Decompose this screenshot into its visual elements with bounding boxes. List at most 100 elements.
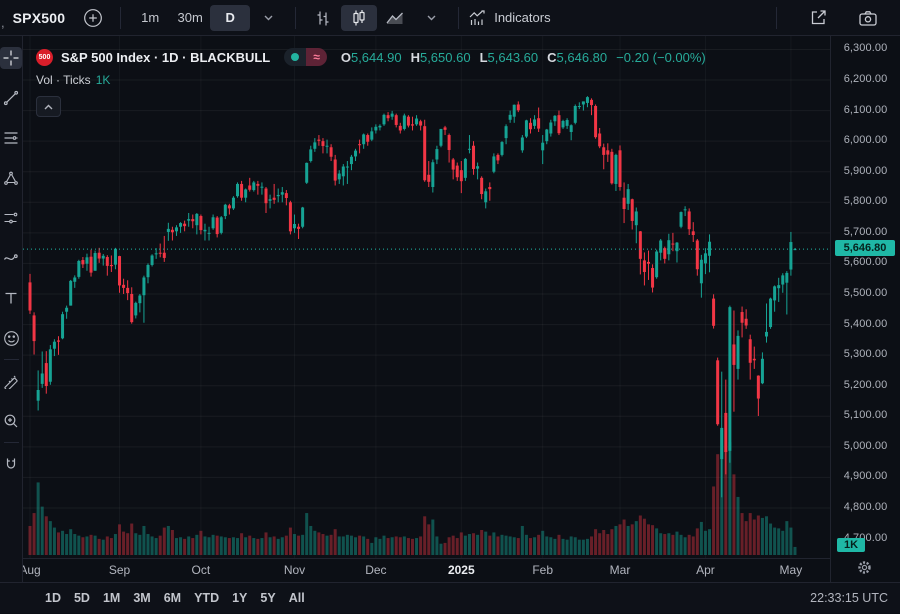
text-tool[interactable] xyxy=(0,287,22,309)
candles-style-button[interactable] xyxy=(341,4,378,31)
ruler-icon xyxy=(4,375,18,389)
sp500-logo: 500 xyxy=(36,48,53,66)
magnifier-plus-icon xyxy=(4,414,18,428)
magnet-tool[interactable] xyxy=(0,453,22,475)
emoji-tool[interactable] xyxy=(0,327,22,349)
forecast-icon xyxy=(4,212,18,224)
date-tick-label: Sep xyxy=(108,563,131,577)
date-tick-label: May xyxy=(779,563,803,577)
magnet-icon xyxy=(6,458,16,469)
crosshair-tool[interactable] xyxy=(0,47,22,69)
low-label: L xyxy=(479,49,488,65)
range-ytd-button[interactable]: YTD xyxy=(194,591,220,605)
chevron-down-icon xyxy=(264,15,273,20)
range-6m-button[interactable]: 6M xyxy=(163,591,182,605)
data-mode-toggle[interactable]: ≈ xyxy=(284,48,327,66)
zoom-in-tool[interactable] xyxy=(0,410,22,432)
range-3m-button[interactable]: 3M xyxy=(133,591,151,605)
price-tick-label: 5,800.00 xyxy=(843,195,888,208)
price-tick-label: 6,000.00 xyxy=(843,134,888,147)
top-toolbar: , SPX500 1m 30m D Indicators xyxy=(0,0,900,36)
chevron-up-icon xyxy=(44,104,53,109)
approx-data-icon: ≈ xyxy=(306,48,327,66)
candles-layer xyxy=(28,96,797,498)
volume-legend[interactable]: Vol · Ticks 1K xyxy=(36,73,706,87)
grid-layer xyxy=(23,36,830,558)
bottom-toolbar: 1D 5D 1M 3M 6M YTD 1Y 5Y All 22:33:15 UTC xyxy=(0,582,900,613)
date-tick-label: Feb xyxy=(532,563,554,577)
clipped-symbol-fragment: , xyxy=(1,15,5,30)
chart-area[interactable]: 500 S&P 500 Index · 1D · BLACKBULL ≈ O5,… xyxy=(23,36,830,582)
ruler-tool[interactable] xyxy=(0,370,22,392)
clock[interactable]: 22:33:15 UTC xyxy=(810,591,888,605)
date-axis[interactable]: Aug Sep Oct Nov Dec 2025 Feb Mar Apr May xyxy=(23,558,830,582)
price-tick-label: 5,300.00 xyxy=(843,348,888,361)
area-style-button[interactable] xyxy=(377,5,413,31)
volume-layer xyxy=(28,430,797,555)
close-label: C xyxy=(547,49,557,65)
area-chart-icon xyxy=(386,12,404,24)
low-value: 5,643.60 xyxy=(487,49,539,65)
trend-line-tool[interactable] xyxy=(0,87,22,109)
collapse-legend-button[interactable] xyxy=(36,96,61,117)
timeframe-menu-button[interactable] xyxy=(250,5,286,31)
main-area: 500 S&P 500 Index · 1D · BLACKBULL ≈ O5,… xyxy=(0,36,900,582)
fib-retracement-icon xyxy=(4,132,18,144)
price-axis[interactable]: 4,800.00 4,900.00 5,000.00 5,100.00 5,200.00… xyxy=(830,36,900,582)
high-value: 5,650.60 xyxy=(419,49,471,65)
range-1y-button[interactable]: 1Y xyxy=(232,591,248,605)
sidebar-divider xyxy=(3,359,19,360)
indicators-label: Indicators xyxy=(494,10,551,25)
pattern-tool[interactable] xyxy=(0,167,22,189)
toolbar-divider xyxy=(776,6,777,29)
range-1d-button[interactable]: 1D xyxy=(45,591,61,605)
price-tick-label: 4,800.00 xyxy=(843,500,888,513)
price-tick-label: 5,400.00 xyxy=(843,317,888,330)
candles-chart-icon xyxy=(353,9,365,25)
emoji-icon xyxy=(3,330,19,346)
range-5d-button[interactable]: 5D xyxy=(73,591,90,605)
price-tick-label: 4,900.00 xyxy=(843,470,888,483)
brush-tool[interactable] xyxy=(0,247,22,269)
forecast-tool[interactable] xyxy=(0,207,22,229)
open-value: 5,644.90 xyxy=(350,49,402,65)
price-tick-label: 5,700.00 xyxy=(843,225,888,238)
price-tick-label: 5,200.00 xyxy=(843,378,888,391)
date-tick-label: Dec xyxy=(365,563,387,577)
plus-circle-icon xyxy=(84,8,103,27)
price-chart[interactable] xyxy=(23,36,830,558)
timeframe-30m-button[interactable]: 30m xyxy=(177,10,203,25)
timeframe-1d-button[interactable]: D xyxy=(210,4,251,31)
add-symbol-button[interactable] xyxy=(75,5,111,31)
chart-legend: 500 S&P 500 Index · 1D · BLACKBULL ≈ O5,… xyxy=(36,48,706,117)
volume-value: 1K xyxy=(95,73,111,87)
price-tick-label: 5,100.00 xyxy=(843,409,888,422)
crosshair-icon xyxy=(3,50,19,66)
share-button[interactable] xyxy=(800,5,836,31)
symbol-name[interactable]: SPX500 xyxy=(12,9,66,26)
snapshot-button[interactable] xyxy=(850,5,886,31)
toolbar-divider xyxy=(458,6,460,29)
range-all-button[interactable]: All xyxy=(288,591,305,605)
axis-settings-button[interactable] xyxy=(857,560,872,578)
indicators-button[interactable]: Indicators xyxy=(468,5,551,31)
date-tick-label: Apr xyxy=(696,563,715,577)
style-menu-button[interactable] xyxy=(413,5,449,31)
drawing-tools-sidebar xyxy=(0,36,23,582)
bars-style-button[interactable] xyxy=(305,5,341,31)
date-tick-label: Mar xyxy=(609,563,631,577)
indicators-icon xyxy=(469,9,485,25)
gear-icon xyxy=(858,561,871,574)
high-label: H xyxy=(410,49,420,65)
timeframe-1m-button[interactable]: 1m xyxy=(141,10,160,25)
toolbar-divider xyxy=(295,6,297,29)
range-5y-button[interactable]: 5Y xyxy=(260,591,276,605)
price-tick-label: 5,900.00 xyxy=(843,164,888,177)
date-tick-label: Oct xyxy=(191,563,211,577)
current-volume-flag: 1K xyxy=(837,538,866,552)
open-label: O xyxy=(340,49,351,65)
fib-retracement-tool[interactable] xyxy=(0,127,22,149)
range-1m-button[interactable]: 1M xyxy=(102,591,121,605)
chart-title[interactable]: S&P 500 Index · 1D · BLACKBULL xyxy=(61,49,271,65)
